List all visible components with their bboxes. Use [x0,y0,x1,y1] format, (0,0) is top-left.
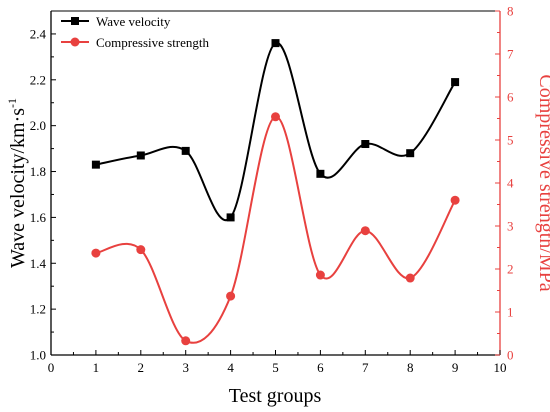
x-tick-label: 4 [227,360,234,375]
data-point-wave-velocity [136,151,145,160]
data-point-compressive-strength [136,245,146,255]
x-tick-label: 8 [407,360,414,375]
y-right-tick-label: 1 [507,305,514,320]
x-tick-label: 0 [48,360,55,375]
x-tick-label: 9 [452,360,459,375]
data-point-compressive-strength [405,273,415,283]
data-point-compressive-strength [315,270,325,280]
y-left-tick-label: 2.2 [30,72,46,87]
legend-marker-wave-velocity [71,17,79,25]
y-right-tick-label: 6 [507,90,514,105]
x-tick-label: 1 [93,360,100,375]
y-right-tick-label: 0 [507,348,514,363]
data-point-compressive-strength [226,291,236,301]
data-point-wave-velocity [451,78,460,87]
x-tick-label: 3 [182,360,189,375]
y-right-tick-label: 2 [507,262,514,277]
x-tick-label: 2 [138,360,145,375]
series-line-compressive-strength [95,115,456,344]
y-left-tick-label: 1.6 [30,210,47,225]
data-point-wave-velocity [271,39,280,48]
y-left-tick-label: 1.2 [30,302,46,317]
y-left-tick-label: 2.0 [30,118,46,133]
data-point-compressive-strength [271,112,280,122]
y-left-tick-label: 1.4 [30,256,47,271]
y-right-tick-label: 7 [507,47,514,62]
data-point-wave-velocity [181,146,190,155]
data-point-compressive-strength [181,336,191,346]
y-left-tick-label: 1.8 [30,164,46,179]
y-axis-title-right: Compressive strength/MPa [535,74,550,291]
data-point-compressive-strength [450,195,460,205]
series-line-wave-velocity [95,42,456,222]
data-point-wave-velocity [91,160,100,169]
data-point-compressive-strength [360,226,370,236]
legend: Wave velocity Compressive strength [61,14,210,50]
x-tick-label: 6 [317,360,324,375]
data-point-wave-velocity [316,169,325,178]
y-axis-title-left-sup: -1 [5,98,19,108]
y-axis-title-left-main: Wave velocity/km·s [7,108,29,268]
x-tick-label: 5 [272,360,279,375]
data-point-wave-velocity [361,140,370,149]
series-group [91,39,460,346]
data-point-wave-velocity [406,149,415,158]
legend-marker-compressive-strength [70,37,80,47]
legend-label-wave-velocity: Wave velocity [96,14,171,29]
y-left-tick-label: 2.4 [30,26,47,41]
y-right-tick-label: 3 [507,219,514,234]
x-tick-label: 7 [362,360,369,375]
y-axis-title-left: Wave velocity/km·s-1 [5,98,29,268]
x-tick-label: 10 [494,360,507,375]
y-right-tick-label: 8 [507,4,514,19]
y-left-tick-label: 1.0 [30,348,46,363]
data-point-compressive-strength [91,248,101,258]
axes-group: 0 1 2 3 4 5 6 7 8 9 10 1.0 1.2 1.4 1.6 1.8 2.0 2.2 2.4 0 1 2 3… [30,4,514,376]
legend-label-compressive-strength: Compressive strength [96,35,210,50]
y-right-tick-label: 4 [507,176,514,191]
data-point-wave-velocity [226,213,235,222]
x-axis-title: Test groups [229,385,322,407]
y-right-tick-label: 5 [507,133,514,148]
